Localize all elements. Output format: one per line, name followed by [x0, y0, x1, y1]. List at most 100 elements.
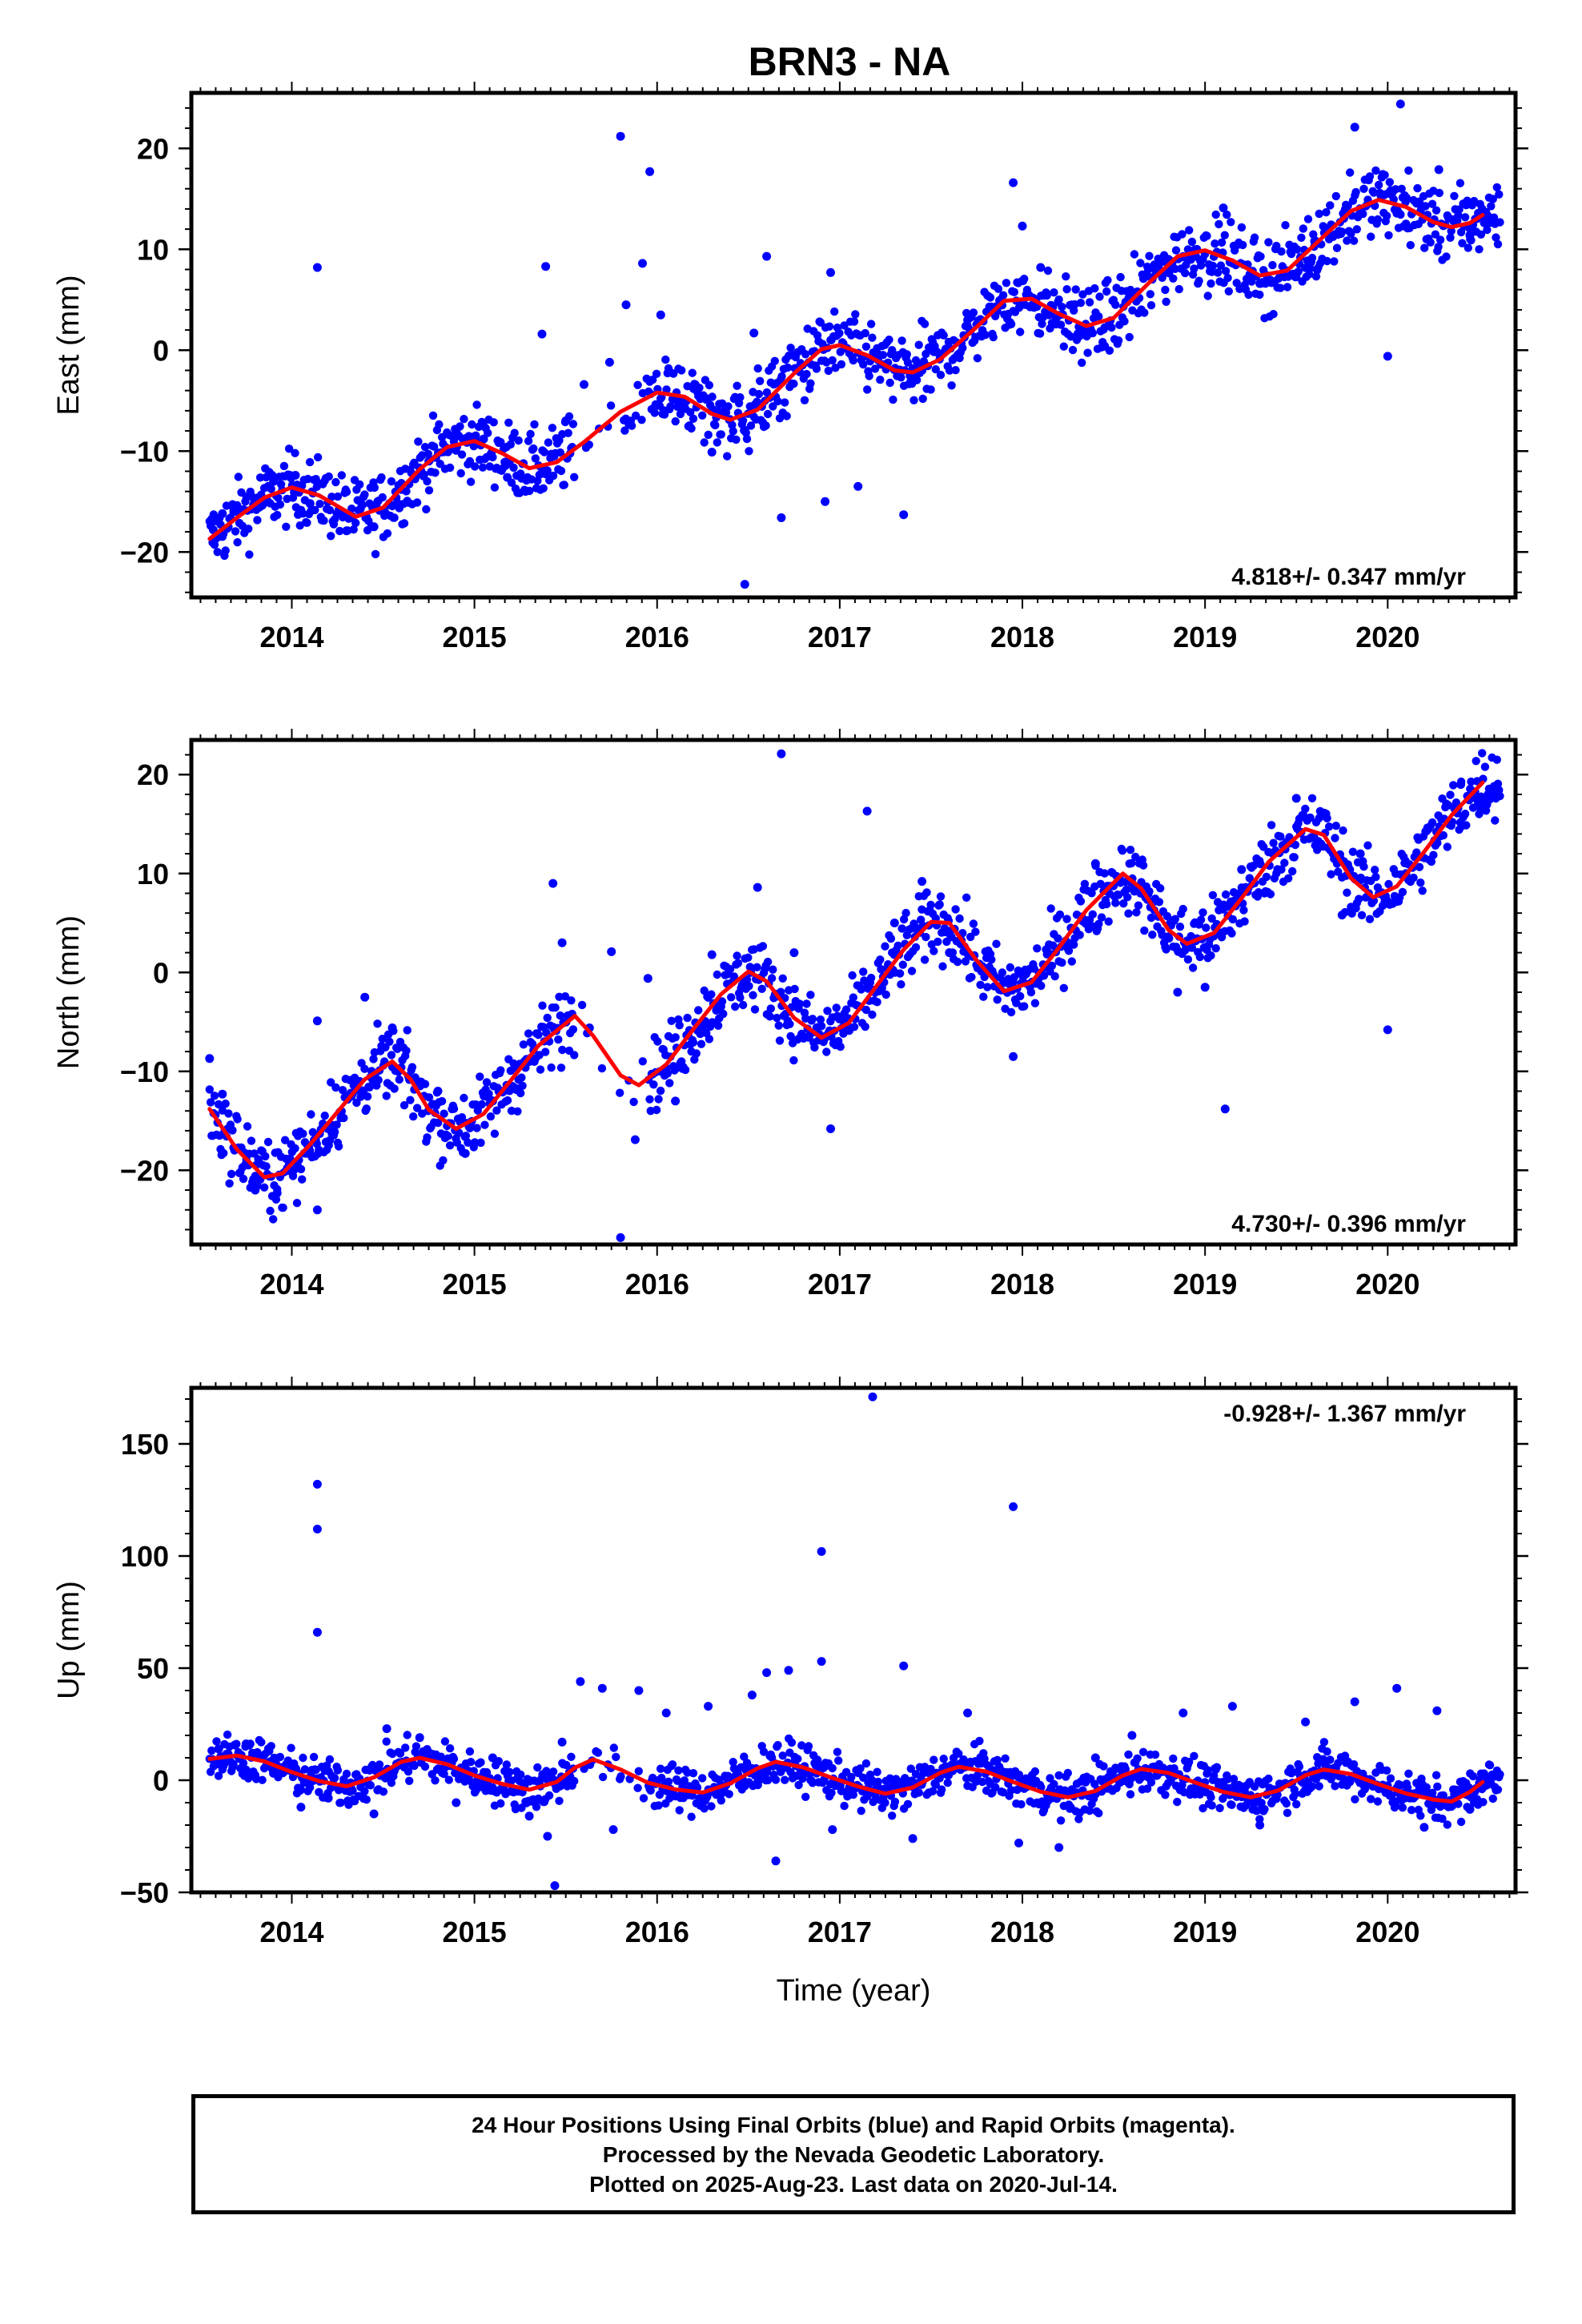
data-point	[385, 1037, 394, 1047]
data-point	[548, 471, 558, 480]
data-point	[667, 1016, 676, 1026]
data-point	[312, 1205, 322, 1215]
data-point	[986, 293, 995, 302]
data-point	[778, 974, 787, 983]
y-tick-label: −50	[120, 1876, 169, 1909]
data-point	[1174, 284, 1184, 294]
data-point	[313, 452, 323, 462]
data-point	[332, 1120, 341, 1129]
data-point	[903, 358, 913, 367]
data-point	[828, 1763, 837, 1773]
data-point	[646, 1786, 655, 1795]
data-point	[1085, 1806, 1094, 1815]
data-point	[1054, 1843, 1064, 1852]
data-point	[621, 300, 631, 310]
data-point	[1306, 813, 1315, 822]
data-point	[1240, 917, 1249, 926]
data-point	[213, 548, 222, 557]
data-point	[415, 1733, 424, 1743]
data-point	[1488, 1794, 1498, 1803]
data-point	[1467, 777, 1476, 786]
data-point	[693, 1783, 702, 1792]
data-point	[1460, 213, 1470, 222]
data-point	[787, 1738, 797, 1747]
data-point	[1142, 1784, 1152, 1793]
data-point	[1311, 272, 1321, 281]
data-point	[1126, 846, 1135, 854]
data-point	[740, 1752, 749, 1761]
data-point	[782, 412, 791, 420]
data-point	[382, 1724, 391, 1734]
data-point	[630, 1135, 640, 1144]
data-point	[525, 486, 534, 496]
data-point	[777, 372, 786, 381]
data-point	[504, 418, 513, 427]
data-point	[765, 1012, 774, 1021]
data-point	[705, 1035, 714, 1043]
data-point	[729, 972, 739, 981]
data-point	[395, 1075, 404, 1084]
data-point	[390, 1084, 399, 1093]
data-point	[983, 983, 992, 991]
data-point	[1255, 279, 1265, 288]
data-point	[897, 924, 906, 933]
data-point	[645, 167, 655, 176]
data-point	[492, 1106, 501, 1115]
data-point	[528, 1039, 537, 1048]
data-point	[207, 1746, 216, 1755]
data-point	[1398, 1803, 1407, 1812]
data-point	[687, 1812, 696, 1821]
data-point	[580, 1764, 588, 1773]
data-point	[1090, 283, 1099, 293]
data-point	[1269, 310, 1278, 319]
data-point	[541, 1047, 550, 1056]
data-point	[1046, 1774, 1054, 1783]
data-point	[1307, 1782, 1317, 1791]
rate-annotation: 4.730+/- 0.396 mm/yr	[1231, 1211, 1466, 1237]
data-point	[558, 1045, 567, 1055]
data-point	[869, 1797, 877, 1807]
data-point	[1371, 866, 1379, 875]
data-point	[1014, 1838, 1023, 1848]
data-point	[460, 1148, 470, 1158]
data-point	[719, 1009, 728, 1019]
data-point	[1170, 264, 1180, 273]
data-point	[645, 1095, 654, 1104]
data-point	[1114, 336, 1123, 345]
data-point	[1207, 951, 1215, 960]
data-point	[472, 431, 480, 440]
data-point	[309, 1752, 319, 1762]
data-point	[668, 1760, 677, 1769]
data-point	[597, 1683, 607, 1693]
data-point	[431, 468, 440, 477]
data-point	[206, 1098, 215, 1107]
data-point	[746, 421, 756, 430]
data-point	[262, 1162, 271, 1171]
data-point	[1426, 238, 1435, 247]
y-tick-label: 10	[137, 233, 169, 266]
data-point	[713, 1021, 723, 1031]
data-point	[1349, 236, 1359, 245]
data-point	[773, 1741, 782, 1750]
data-point	[650, 408, 659, 417]
data-point	[783, 363, 793, 372]
data-point	[1331, 834, 1339, 842]
data-point	[291, 448, 299, 457]
data-point	[327, 532, 335, 541]
data-point	[1397, 184, 1406, 193]
data-point	[1485, 1761, 1495, 1770]
data-point	[1373, 215, 1383, 224]
data-point	[1284, 874, 1293, 883]
data-point	[1203, 1766, 1212, 1775]
data-point	[885, 1774, 894, 1783]
data-point	[1435, 188, 1444, 198]
data-point	[1170, 915, 1180, 923]
data-point	[275, 500, 285, 509]
data-point	[1268, 260, 1277, 270]
data-point	[862, 806, 872, 816]
footer-line-1: 24 Hour Positions Using Final Orbits (bl…	[472, 2112, 1235, 2137]
x-tick-label: 2016	[625, 1916, 689, 1948]
data-point	[484, 1089, 493, 1099]
data-point	[899, 1661, 909, 1671]
data-point	[837, 360, 846, 369]
